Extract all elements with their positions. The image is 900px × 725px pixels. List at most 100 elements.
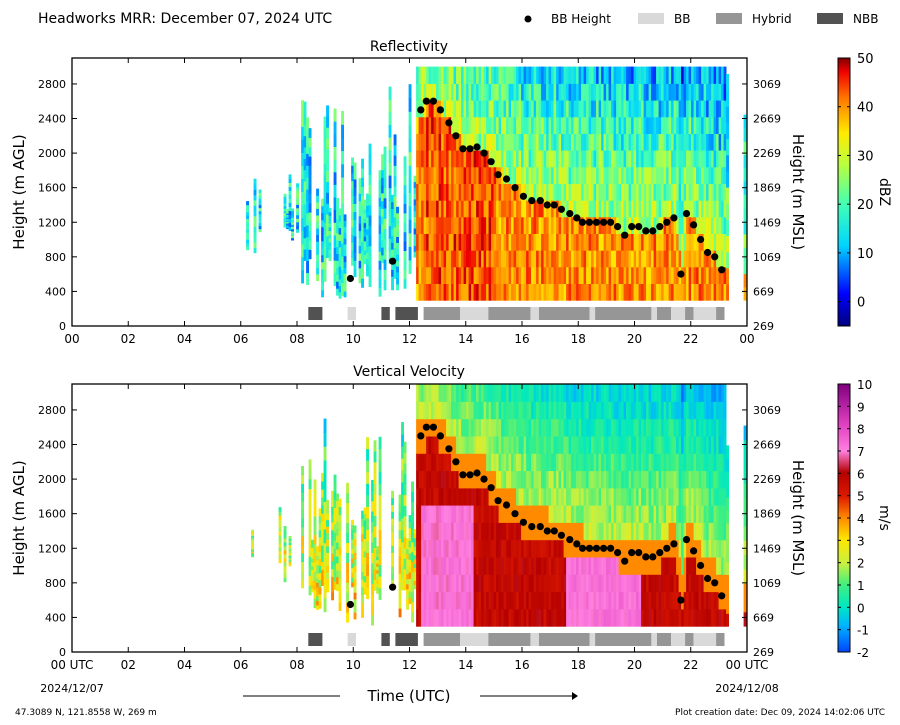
heatmap-cell (433, 470, 437, 489)
heatmap-cell (613, 384, 617, 402)
heatmap-cell (438, 470, 442, 489)
heatmap-cell (586, 418, 589, 437)
heatmap-cell (551, 556, 554, 575)
heatmap-cell (366, 217, 369, 224)
heatmap-cell (698, 539, 702, 558)
heatmap-cell (456, 401, 459, 420)
heatmap-cell (491, 66, 494, 84)
heatmap-cell (658, 487, 662, 506)
heatmap-cell (656, 250, 659, 268)
heatmap-cell (681, 574, 684, 593)
heatmap-cell (328, 245, 332, 250)
heatmap-cell (596, 83, 599, 101)
heatmap-cell (318, 593, 322, 602)
heatmap-cell (486, 166, 489, 184)
heatmap-cell (698, 574, 702, 593)
heatmap-cell (451, 487, 454, 506)
colorbar-tick-label: -2 (857, 646, 869, 660)
heatmap-cell (698, 608, 702, 627)
heatmap-cell (416, 418, 419, 437)
heatmap-cell (703, 200, 707, 218)
heatmap-cell (673, 200, 677, 218)
heatmap-cell (401, 529, 404, 543)
heatmap-cell (291, 230, 294, 234)
heatmap-cell (648, 574, 652, 593)
heatmap-cell (446, 384, 449, 402)
heatmap-cell (418, 116, 422, 134)
bb-type-segment (657, 307, 672, 320)
heatmap-cell (526, 487, 529, 506)
heatmap-cell (546, 183, 549, 201)
heatmap-cell (706, 233, 709, 251)
heatmap-cell (286, 214, 289, 217)
heatmap-cell (723, 435, 727, 454)
colorbar-tick-label: 0 (857, 601, 865, 615)
heatmap-cell (656, 522, 659, 541)
heatmap-cell (573, 66, 577, 84)
heatmap-cell (418, 522, 422, 541)
heatmap-cell (301, 526, 304, 537)
heatmap-cell (283, 529, 287, 535)
heatmap-cell (516, 453, 519, 472)
heatmap-cell (473, 266, 477, 284)
heatmap-cell (703, 250, 707, 268)
bb-height-point (452, 132, 460, 140)
heatmap-cell (528, 150, 532, 168)
heatmap-cell (626, 283, 629, 301)
heatmap-cell (678, 66, 682, 84)
heatmap-cell (656, 453, 659, 472)
heatmap-cell (423, 453, 427, 472)
heatmap-cell (448, 183, 452, 201)
heatmap-cell (398, 564, 402, 574)
heatmap-cell (418, 470, 422, 489)
heatmap-cell (493, 233, 497, 251)
heatmap-cell (658, 200, 662, 218)
heatmap-cell (648, 384, 652, 402)
heatmap-cell (656, 591, 659, 610)
heatmap-cell (531, 133, 534, 151)
heatmap-cell (496, 401, 499, 420)
heatmap-cell (548, 539, 552, 558)
heatmap-cell (383, 248, 387, 260)
heatmap-cell (438, 384, 442, 402)
heatmap-cell (743, 154, 747, 169)
heatmap-cell (286, 224, 289, 227)
heatmap-cell (656, 556, 659, 575)
heatmap-cell (403, 484, 407, 496)
heatmap-cell (671, 266, 674, 284)
heatmap-cell (321, 481, 324, 490)
heatmap-cell (691, 183, 694, 201)
heatmap-cell (726, 522, 729, 537)
heatmap-cell (381, 247, 384, 256)
heatmap-cell (671, 522, 674, 541)
heatmap-cell (606, 150, 609, 168)
heatmap-cell (578, 150, 582, 168)
heatmap-cell (446, 183, 449, 201)
heatmap-cell (723, 100, 727, 118)
bb-type-segment (716, 307, 725, 320)
heatmap-cell (543, 116, 547, 134)
heatmap-cell (613, 574, 617, 593)
heatmap-cell (416, 401, 419, 420)
heatmap-cell (438, 505, 442, 523)
heatmap-cell (481, 233, 484, 251)
heatmap-cell (296, 186, 299, 191)
heatmap-cell (491, 539, 494, 558)
heatmap-cell (626, 556, 629, 575)
heatmap-cell (503, 435, 507, 454)
heatmap-cell (721, 470, 724, 489)
heatmap-cell (603, 200, 607, 218)
heatmap-cell (636, 556, 639, 575)
heatmap-cell (471, 384, 474, 402)
heatmap-cell (723, 608, 727, 627)
heatmap-cell (558, 66, 562, 84)
heatmap-cell (596, 556, 599, 575)
heatmap-cell (563, 283, 567, 301)
heatmap-cell (658, 66, 662, 84)
heatmap-cell (413, 546, 417, 551)
bb-height-point (436, 432, 444, 440)
heatmap-cell (596, 401, 599, 420)
heatmap-cell (523, 250, 527, 268)
heatmap-cell (363, 222, 367, 228)
heatmap-cell (416, 233, 419, 251)
